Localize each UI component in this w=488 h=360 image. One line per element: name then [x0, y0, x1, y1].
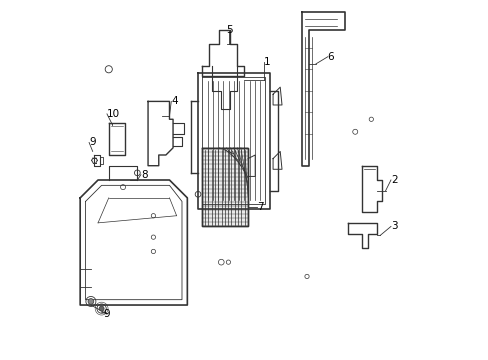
Text: 10: 10 — [107, 109, 120, 119]
Text: 1: 1 — [264, 57, 270, 67]
Text: 9: 9 — [103, 309, 110, 319]
Text: 7: 7 — [257, 202, 263, 212]
Circle shape — [88, 298, 94, 304]
Text: 2: 2 — [390, 175, 397, 185]
Text: 6: 6 — [327, 52, 334, 62]
Circle shape — [99, 306, 104, 311]
Text: 4: 4 — [171, 96, 178, 107]
Text: 3: 3 — [390, 221, 397, 231]
Text: 9: 9 — [89, 138, 96, 148]
Text: 8: 8 — [141, 170, 147, 180]
Text: 5: 5 — [226, 25, 232, 35]
Polygon shape — [201, 148, 247, 226]
